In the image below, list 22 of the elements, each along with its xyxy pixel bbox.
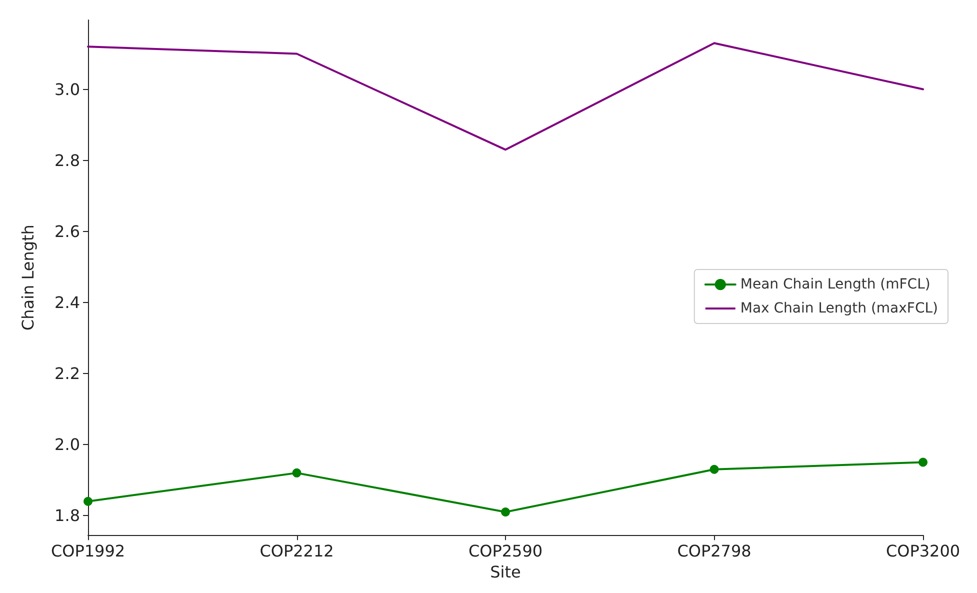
point: [292, 468, 302, 478]
point: [84, 496, 92, 506]
point: [501, 508, 510, 517]
x-tick-label: COP2212: [260, 542, 334, 561]
y-axis-title: Chain Length: [18, 224, 38, 331]
point: [710, 464, 719, 474]
y-tick-label: 2.2: [54, 364, 80, 383]
legend-label: Max Chain Length (maxFCL): [740, 300, 938, 316]
y-tick-label: 1.8: [54, 506, 80, 526]
x-tick-label: COP2798: [677, 542, 752, 561]
y-tick-label: 3.0: [54, 80, 80, 99]
point: [918, 458, 928, 467]
legend-label: Mean Chain Length (mFCL): [740, 276, 930, 292]
x-tick-label: COP1992: [50, 542, 126, 561]
y-tick-label: 2.0: [54, 435, 80, 454]
x-tick-label: COP3200: [886, 542, 960, 561]
y-tick-label: 2.4: [54, 292, 80, 312]
y-tick-label: 2.6: [54, 222, 80, 241]
line-series: [87, 42, 924, 151]
x-axis-title: Site: [490, 562, 521, 582]
x-tick-label: COP2590: [468, 542, 543, 561]
y-tick-label: 2.8: [54, 150, 80, 170]
